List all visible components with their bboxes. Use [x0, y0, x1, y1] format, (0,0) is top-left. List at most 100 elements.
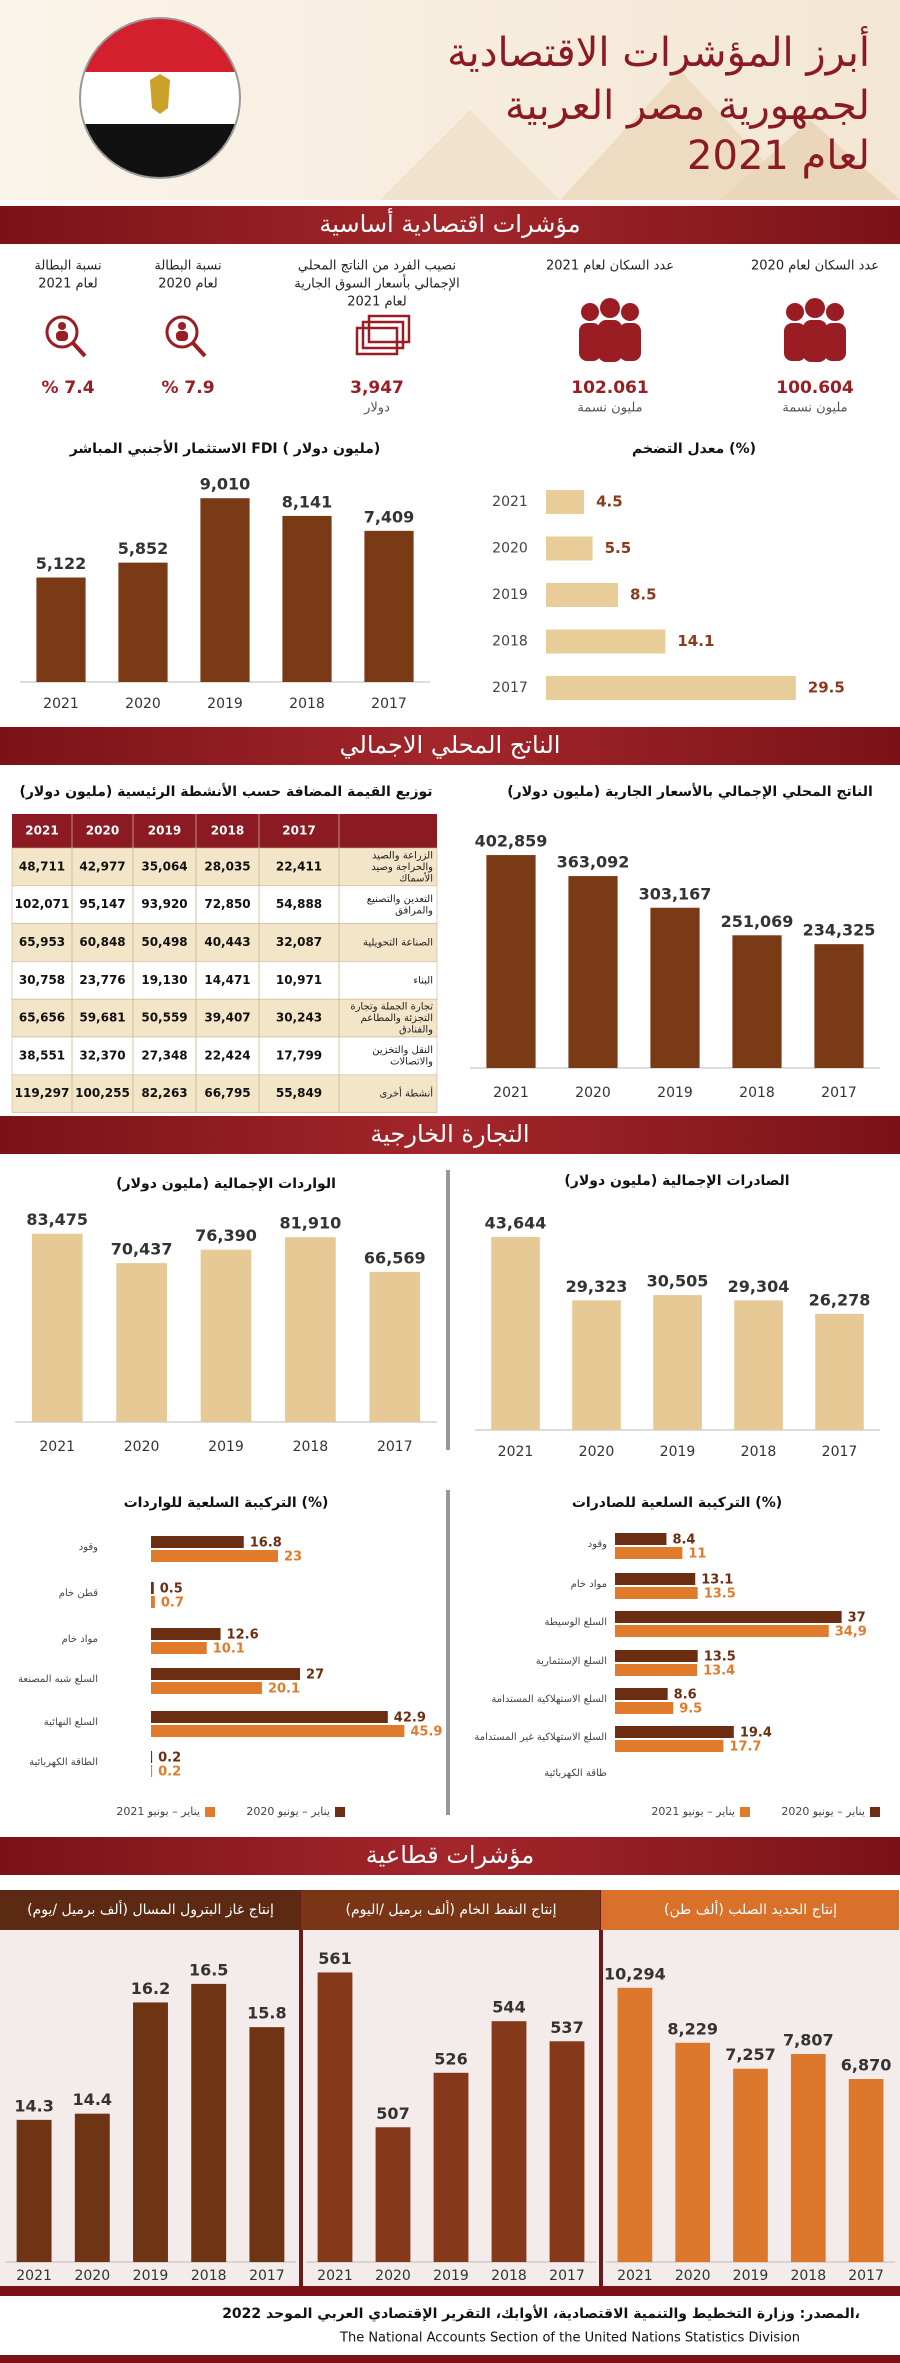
bar: [74, 2113, 110, 2262]
panel-header: [301, 1890, 600, 1930]
title-line: لجمهورية مصر العربية: [505, 83, 870, 129]
table-activity: والاتصالات: [390, 1057, 433, 1068]
indicator-label: لعام 2021: [38, 277, 97, 292]
table-row: [11, 847, 438, 887]
bar: [615, 1573, 696, 1585]
value-label: 526: [434, 2049, 467, 2068]
table-activity: الصناعة التحويلية: [363, 938, 433, 949]
table-title: توزيع القيمة المضافة حسب الأنشطة الرئيسي…: [19, 783, 432, 800]
indicator-label: لعام 2020: [158, 277, 217, 292]
value-label: 10,294: [604, 1964, 666, 1983]
indicator-label: نسبة البطالة: [154, 259, 221, 274]
bar: [733, 2068, 768, 2262]
table-cell: 48,711: [19, 859, 65, 873]
value-label: 70,437: [111, 1240, 173, 1259]
value-label: 11: [688, 1547, 706, 1562]
value-label: 7,257: [725, 2045, 776, 2064]
indicator-value: 102.061: [571, 378, 648, 398]
table-activity: والفنادق: [399, 1025, 433, 1036]
value-label: 402,859: [475, 832, 548, 851]
x-tick-label: 2017: [821, 1085, 857, 1101]
section-title: الناتج المحلي الاجمالي: [340, 731, 561, 759]
y-tick-label: طاقة الكهربائية: [544, 1768, 607, 1779]
chart-title: التركيبة السلعية للواردات (%): [124, 1495, 329, 1511]
population-icon: [784, 298, 846, 362]
value-label: 15.8: [247, 2004, 286, 2023]
table-cell: 119,297: [15, 1086, 70, 1100]
value-label: 0.2: [158, 1765, 181, 1780]
bar: [848, 2079, 884, 2262]
legend-swatch: [870, 1807, 880, 1817]
value-label: 16.5: [189, 1960, 228, 1979]
x-tick-label: 2018: [293, 1439, 329, 1455]
y-tick-label: وقود: [588, 1539, 607, 1550]
table-activity: الأسماك: [399, 871, 433, 884]
table-cell: 30,758: [19, 973, 65, 987]
value-label: 9,010: [200, 475, 251, 494]
table-cell: 23,776: [79, 973, 125, 987]
table-cell: 22,424: [204, 1048, 250, 1062]
value-label: 37: [848, 1611, 866, 1626]
bar: [249, 2027, 285, 2262]
table-cell: 22,411: [276, 859, 322, 873]
bar: [191, 1983, 227, 2262]
bar: [568, 876, 618, 1068]
bar: [364, 530, 414, 682]
y-tick-label: مواد خام: [62, 1634, 98, 1645]
table-row: [11, 961, 438, 1000]
bar: [375, 2127, 411, 2262]
x-tick-label: 2021: [493, 1085, 529, 1101]
bar: [491, 1236, 540, 1430]
value-label: 9.5: [679, 1702, 702, 1717]
table-cell: 72,850: [204, 897, 250, 911]
value-label: 29.5: [808, 679, 845, 697]
section-bar: [0, 727, 900, 765]
x-tick-label: 2018: [739, 1085, 775, 1101]
table-cell: 54,888: [276, 897, 322, 911]
table-cell: 30,243: [276, 1011, 322, 1025]
bar: [486, 855, 536, 1068]
table-column: 2021: [25, 824, 58, 838]
bar: [549, 2041, 585, 2262]
value-label: 16.2: [131, 1979, 170, 1998]
value-label: 43,644: [485, 1213, 547, 1232]
value-label: 13.1: [701, 1573, 733, 1588]
bar: [200, 498, 250, 682]
value-label: 30,505: [647, 1272, 709, 1291]
legend-label: يناير – يونيو 2020: [781, 1805, 865, 1818]
indicator-label: عدد السكان لعام 2020: [751, 259, 879, 274]
indicator-unit: مليون نسمة: [577, 401, 642, 416]
legend-swatch: [205, 1807, 215, 1817]
x-tick-label: 2019: [207, 696, 243, 712]
bar: [151, 1550, 278, 1562]
indicator-label: نصيب الفرد من الناتج المحلي: [298, 259, 456, 274]
bar: [615, 1702, 674, 1714]
x-tick-label: 2017: [377, 1439, 413, 1455]
value-label: 12.6: [227, 1628, 259, 1643]
bar: [546, 490, 585, 514]
bar: [615, 1587, 698, 1599]
indicator-value: % 7.9: [161, 378, 214, 398]
bar: [546, 583, 618, 607]
table-cell: 42,977: [79, 859, 125, 873]
indicator-label: عدد السكان لعام 2021: [546, 259, 674, 274]
indicator-unit: دولار: [363, 401, 390, 416]
bar: [433, 2072, 469, 2262]
y-tick-label: 2018: [492, 634, 528, 650]
table-activity: الزراعة والصيد: [372, 850, 433, 861]
value-label: 19.4: [740, 1726, 772, 1741]
table-row: [11, 1036, 438, 1076]
table-column: 2019: [148, 824, 181, 838]
bar: [615, 1650, 698, 1662]
section-bar: [0, 1116, 900, 1154]
table-activity: والحراجة وصيد: [371, 862, 433, 873]
value-label: 76,390: [195, 1226, 257, 1245]
panel-header: [0, 1890, 300, 1930]
bar: [151, 1628, 221, 1640]
table-row: [11, 885, 438, 924]
section-bar: [0, 1837, 900, 1875]
y-tick-label: السلع الإستثمارية: [536, 1656, 607, 1667]
bar: [615, 1547, 683, 1559]
value-label: 13.5: [704, 1650, 736, 1665]
